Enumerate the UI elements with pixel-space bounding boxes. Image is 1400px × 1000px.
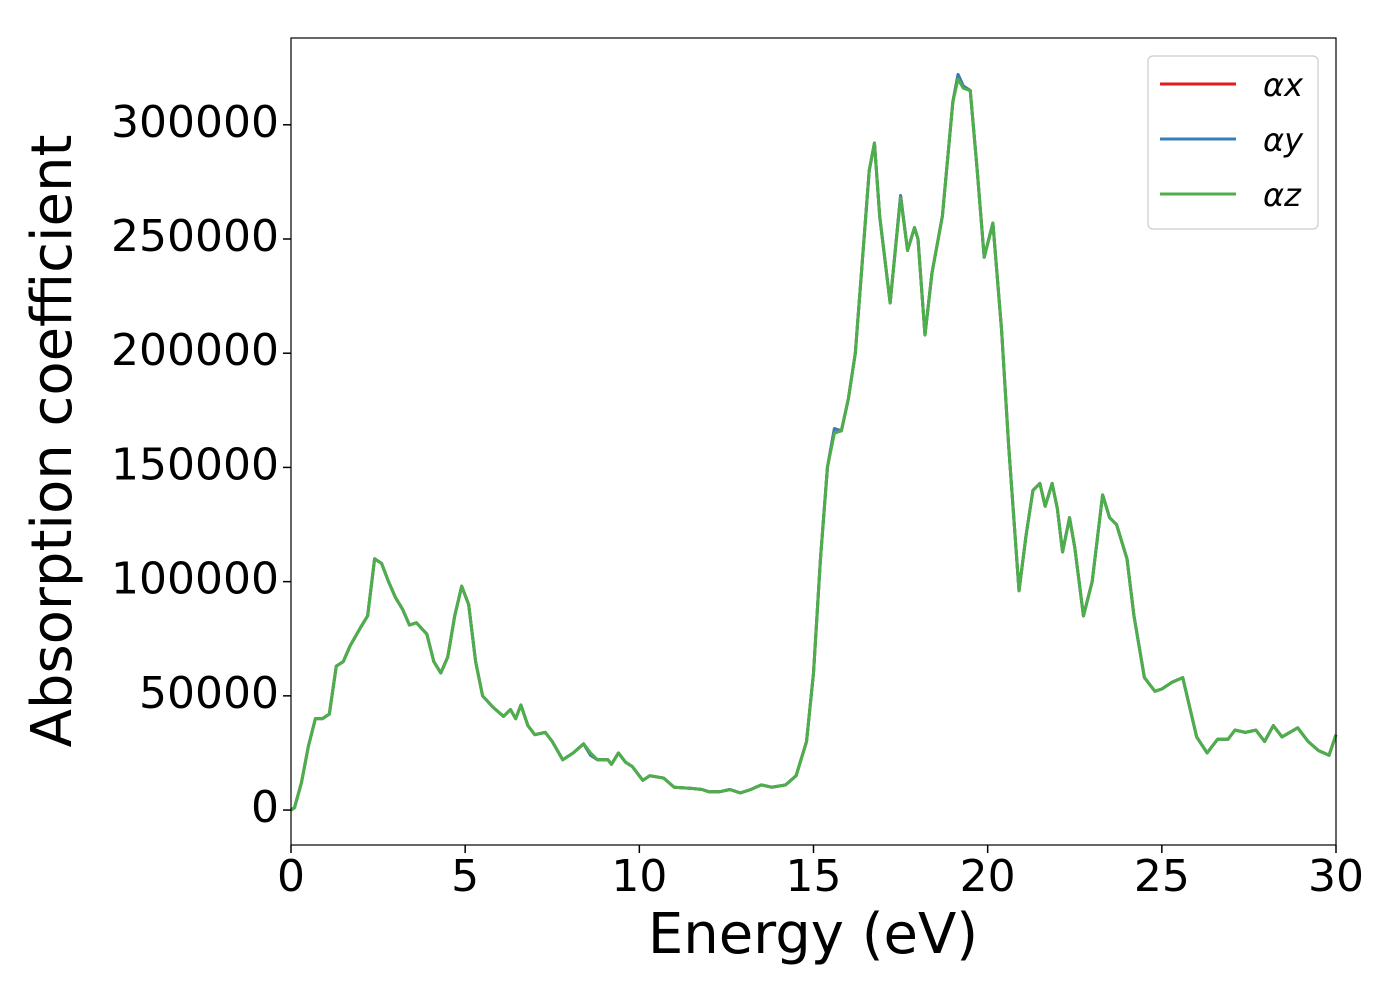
y-tick-label: 100000 — [111, 554, 279, 605]
x-tick-label: 20 — [960, 851, 1016, 902]
y-axis-label: Absorption coefficient — [20, 135, 85, 748]
x-axis-label: Energy (eV) — [648, 902, 978, 967]
data-line — [290, 77, 1338, 812]
legend-label: αz — [1263, 176, 1302, 214]
x-tick-label: 5 — [451, 851, 479, 902]
plot-frame — [290, 37, 1337, 846]
y-tick-label: 300000 — [111, 97, 279, 148]
legend-label: αx — [1263, 66, 1304, 104]
y-tick-label: 0 — [251, 782, 279, 833]
x-tick-label: 10 — [611, 851, 667, 902]
x-tick-label: 0 — [277, 851, 305, 902]
y-tick-label: 200000 — [111, 325, 279, 376]
legend-label: αy — [1263, 121, 1304, 159]
legend-box — [1147, 55, 1319, 230]
y-tick-label: 250000 — [111, 211, 279, 262]
x-tick-label: 15 — [786, 851, 842, 902]
y-tick-label: 50000 — [139, 668, 279, 719]
y-tick-label: 150000 — [111, 439, 279, 490]
x-tick-label: 25 — [1134, 851, 1190, 902]
x-tick-label: 30 — [1308, 851, 1364, 902]
